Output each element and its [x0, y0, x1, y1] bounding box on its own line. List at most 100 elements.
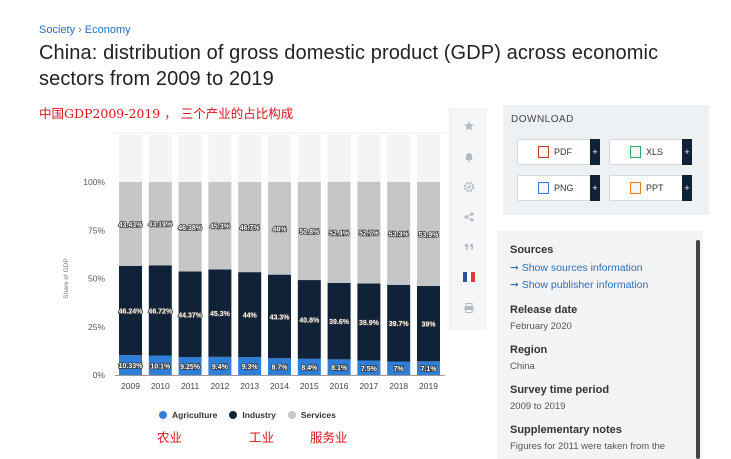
data-label-services: 48% [272, 226, 287, 233]
annotation-services: 服务业 [310, 427, 348, 446]
x-tick-label: 2009 [121, 381, 140, 391]
x-tick-label: 2019 [419, 381, 438, 391]
page-title: China: distribution of gross domestic pr… [39, 40, 719, 92]
data-label-services: 50.8% [299, 229, 320, 236]
breadcrumb-society[interactable]: Society [39, 24, 75, 36]
x-tick-label: 2015 [300, 381, 319, 391]
y-tick-label: 0% [93, 370, 106, 380]
supplementary-notes-heading: Supplementary notes [510, 424, 622, 436]
info-scrollbar[interactable] [696, 240, 700, 459]
x-tick-label: 2012 [210, 381, 229, 391]
share-icon[interactable] [457, 205, 481, 229]
y-axis-label: Share of GDP [63, 258, 70, 298]
release-date-value: February 2020 [510, 321, 572, 332]
supplementary-notes-value: Figures for 2011 were taken from the [510, 441, 665, 452]
download-panel: DOWNLOAD PDF + XLS + PNG + PPT + [503, 105, 709, 215]
legend-item-services[interactable]: Services [288, 410, 336, 420]
ppt-file-icon [630, 182, 641, 194]
chart-legend: Agriculture Industry Services [159, 410, 336, 420]
data-label-agriculture: 7.5% [361, 366, 378, 373]
chart-tool-rail [449, 108, 487, 330]
data-label-services: 53.9% [419, 232, 440, 239]
xls-file-icon [630, 146, 641, 158]
data-label-industry: 45.3% [210, 311, 231, 318]
download-xls-button[interactable]: XLS [609, 139, 692, 165]
download-png-label: PNG [554, 183, 574, 193]
png-plus-button[interactable]: + [590, 175, 600, 201]
release-date-heading: Release date [510, 304, 577, 316]
legend-item-agriculture[interactable]: Agriculture [159, 410, 217, 420]
data-label-services: 43.19% [148, 222, 173, 229]
survey-period-value: 2009 to 2019 [510, 401, 565, 412]
x-tick-label: 2013 [240, 381, 259, 391]
data-label-services: 45.3% [210, 224, 231, 231]
info-panel: Sources ➞ Show sources information ➞ Sho… [497, 231, 703, 459]
data-label-agriculture: 7% [394, 366, 405, 373]
data-label-services: 53.3% [389, 231, 410, 238]
legend-dot-services [288, 411, 296, 419]
data-label-services: 46.7% [240, 225, 261, 232]
y-tick-label: 25% [88, 322, 105, 332]
chart-card: 0% 25% 50% 75% 100% Share of GDP 10.33% 46.24% 4… [35, 102, 449, 459]
breadcrumb-economy[interactable]: Economy [85, 24, 131, 36]
survey-period-heading: Survey time period [510, 384, 609, 396]
show-sources-link[interactable]: ➞ Show sources information [510, 262, 643, 274]
ppt-plus-button[interactable]: + [682, 175, 692, 201]
print-icon[interactable] [457, 296, 481, 320]
data-label-industry: 39.9% [359, 320, 380, 327]
download-xls-label: XLS [646, 147, 663, 157]
sources-heading: Sources [510, 244, 553, 256]
png-file-icon [538, 182, 549, 194]
download-label: DOWNLOAD [511, 114, 574, 125]
download-png-button[interactable]: PNG [517, 175, 600, 201]
data-label-industry: 46.72% [148, 308, 173, 315]
show-publisher-link[interactable]: ➞ Show publisher information [510, 279, 648, 291]
annotation-title: 中国GDP2009-2019 ， 三个产业的占比构成 [39, 103, 293, 122]
data-label-services: 43.43% [119, 222, 144, 229]
y-tick-label: 100% [83, 177, 105, 187]
legend-item-industry[interactable]: Industry [229, 410, 276, 420]
x-tick-label: 2014 [270, 381, 289, 391]
data-label-services: 46.38% [178, 225, 203, 232]
data-label-industry: 44.37% [178, 312, 203, 319]
stacked-bar-chart: 0%25%50%75%100%Share of GDP10.33%46.24%4… [35, 102, 449, 402]
x-tick-label: 2018 [389, 381, 408, 391]
pdf-plus-button[interactable]: + [590, 139, 600, 165]
download-pdf-label: PDF [554, 147, 572, 157]
x-tick-label: 2016 [330, 381, 349, 391]
data-label-industry: 40.8% [299, 317, 320, 324]
data-label-agriculture: 7.1% [421, 366, 438, 373]
data-label-agriculture: 9.3% [242, 364, 259, 371]
star-icon[interactable] [457, 114, 481, 138]
flag-icon[interactable] [457, 265, 481, 289]
xls-plus-button[interactable]: + [682, 139, 692, 165]
bell-icon[interactable] [457, 145, 481, 169]
data-label-industry: 44% [243, 313, 258, 320]
data-label-agriculture: 10.1% [150, 363, 171, 370]
data-label-agriculture: 9.4% [212, 364, 229, 371]
region-heading: Region [510, 344, 547, 356]
quote-icon[interactable] [457, 235, 481, 259]
data-label-services: 52.7% [359, 231, 380, 238]
data-label-industry: 43.3% [270, 314, 291, 321]
download-ppt-label: PPT [646, 183, 664, 193]
annotation-agriculture: 农业 [157, 427, 182, 446]
legend-label-agriculture: Agriculture [172, 410, 217, 420]
download-ppt-button[interactable]: PPT [609, 175, 692, 201]
legend-label-services: Services [301, 410, 336, 420]
x-tick-label: 2010 [151, 381, 170, 391]
legend-label-industry: Industry [242, 410, 276, 420]
data-label-agriculture: 8.4% [301, 365, 318, 372]
gear-icon[interactable] [457, 175, 481, 199]
data-label-agriculture: 9.25% [180, 364, 201, 371]
data-label-agriculture: 8.7% [272, 365, 289, 372]
x-tick-label: 2011 [181, 381, 200, 391]
y-tick-label: 75% [88, 225, 105, 235]
data-label-industry: 39.6% [329, 319, 350, 326]
annotation-industry: 工业 [249, 427, 274, 446]
data-label-industry: 39% [421, 322, 436, 329]
breadcrumb-separator: › [78, 24, 82, 36]
download-pdf-button[interactable]: PDF [517, 139, 600, 165]
data-label-agriculture: 10.33% [119, 363, 144, 370]
data-label-industry: 46.24% [119, 308, 144, 315]
